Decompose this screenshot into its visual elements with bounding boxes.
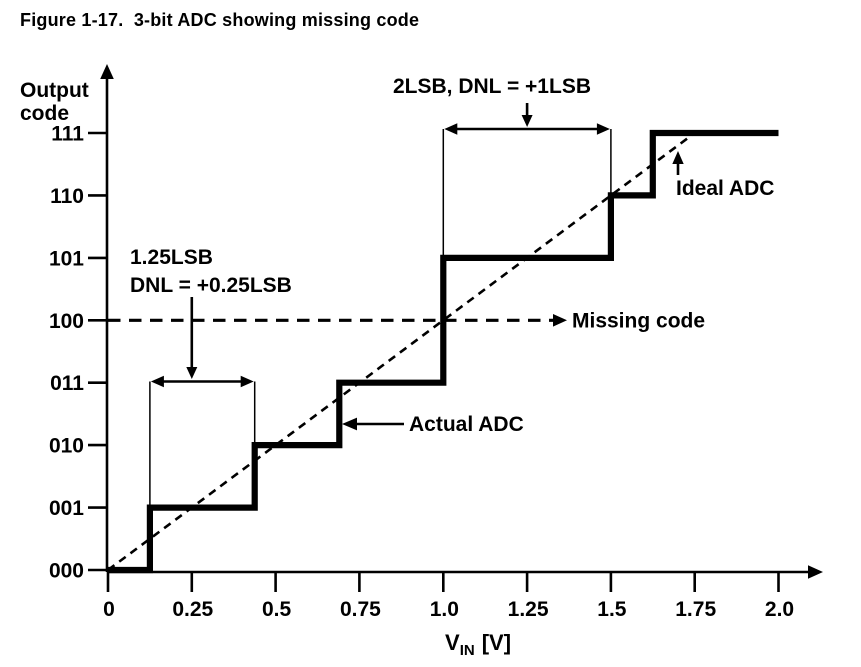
y-tick-label-100: 100 [49, 310, 84, 333]
x-tick-label-2.0: 2.0 [765, 598, 794, 621]
x-tick-label-0.25: 0.25 [172, 598, 213, 621]
x-tick-label-1.5: 1.5 [597, 598, 627, 621]
y-tick-label-110: 110 [50, 185, 84, 208]
y-axis-title-line2: code [20, 102, 69, 125]
ideal-adc-line [107, 131, 696, 572]
y-tick-label-101: 101 [49, 247, 84, 270]
y-tick-label-001: 001 [49, 497, 84, 520]
actual-adc-pointer-arrowhead [342, 417, 357, 431]
x-tick-label-0.75: 0.75 [340, 598, 381, 621]
actual-adc-label: Actual ADC [409, 413, 524, 436]
y-tick-label-111: 111 [51, 123, 84, 146]
annotation-2lsb-label: 2LSB, DNL = +1LSB [393, 75, 591, 98]
missing-code-label: Missing code [572, 309, 705, 332]
ideal-adc-label: Ideal ADC [676, 177, 774, 200]
figure-caption: Figure 1-17. 3-bit ADC showing missing c… [20, 10, 420, 30]
y-tick-label-000: 000 [49, 560, 84, 583]
x-tick-label-1.25: 1.25 [508, 598, 549, 621]
annotation-2lsb-pointer-arrowhead [521, 115, 533, 127]
y-axis-arrowhead [100, 64, 114, 79]
ideal-adc-pointer-arrowhead [672, 151, 684, 164]
y-tick-label-011: 011 [50, 372, 84, 395]
y-axis-title-line1: Output [20, 79, 89, 102]
y-tick-label-010: 010 [49, 435, 84, 458]
actual-adc-curve [108, 129, 779, 574]
annotation-125lsb-span-arrow-head-right [240, 375, 254, 388]
x-tick-label-1.0: 1.0 [430, 598, 459, 621]
annotation-125lsb-label-line2: DNL = +0.25LSB [130, 274, 292, 297]
x-axis-arrowhead [808, 565, 823, 579]
annotation-125lsb-pointer-arrowhead [186, 367, 198, 379]
x-axis-title: VIN [V] [445, 630, 511, 659]
annotation-125lsb-label-line1: 1.25LSB [130, 246, 213, 269]
x-tick-label-0.5: 0.5 [262, 598, 292, 621]
missing-code-arrowhead [553, 314, 567, 327]
x-tick-label-0: 0 [103, 598, 115, 621]
annotation-125lsb-span-arrow-head-left [150, 375, 164, 388]
annotation-2lsb-span-arrow-head-right [596, 123, 610, 135]
annotation-2lsb-span-arrow-head-left [444, 123, 458, 135]
x-tick-label-1.75: 1.75 [675, 598, 716, 621]
